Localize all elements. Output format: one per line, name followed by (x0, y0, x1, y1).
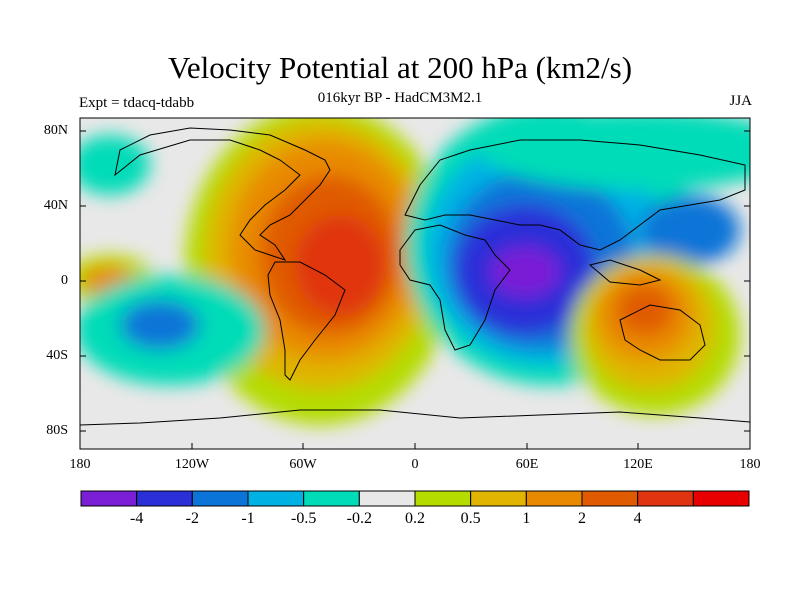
colorbar-swatch (247, 490, 305, 507)
latitude-ticks (80, 130, 750, 432)
lon-label-180e: 180 (739, 457, 761, 472)
colorbar-swatch (692, 490, 750, 507)
atlantic-positive-level-5 (295, 215, 385, 315)
south-america-outline (267, 261, 346, 381)
lon-label-0: 0 (411, 457, 419, 472)
colorbar-label: 1 (522, 510, 531, 527)
lat-label-equator: 0 (61, 273, 68, 288)
pacific-negative (640, 195, 740, 265)
season-label: JJA (729, 93, 752, 109)
coastlines (80, 127, 750, 426)
map-title: Velocity Potential at 200 hPa (km2/s) (167, 50, 633, 85)
lon-label-120w: 120W (174, 457, 210, 472)
australia-positive-level-4 (617, 285, 673, 335)
colorbar-label: 0.5 (460, 510, 481, 527)
lon-label-60e: 60E (515, 457, 539, 472)
lat-label-40s: 40S (46, 348, 68, 363)
eurasia-outline (404, 139, 746, 251)
colorbar-label: 0.2 (405, 510, 425, 527)
colorbar-swatch (581, 490, 639, 507)
experiment-label: Expt = tdacq-tdabb (79, 95, 195, 111)
colorbar-swatch (414, 490, 472, 507)
colorbar-swatch (637, 490, 694, 507)
antarctica-outline (80, 409, 750, 426)
colorbar-swatch (136, 490, 193, 507)
colorbar-label: -2 (185, 510, 199, 527)
map-subtitle: 016kyr BP - HadCM3M2.1 (317, 90, 483, 106)
colorbar-swatch (470, 490, 527, 507)
colorbar-label: -4 (129, 510, 144, 527)
colorbar-swatch (525, 490, 583, 507)
longitude-ticks (79, 443, 751, 449)
south-pacific-negative-core (120, 300, 200, 350)
lon-label-180w: 180 (69, 457, 91, 472)
lat-label-40n: 40N (43, 198, 68, 213)
colorbar-label: 2 (578, 510, 586, 527)
lon-label-120e: 120E (623, 457, 653, 472)
colorbar-swatch (191, 490, 249, 507)
colorbar (80, 490, 750, 507)
colorbar-swatch (303, 490, 360, 507)
australia-outline (619, 304, 706, 361)
colorbar-label: -0.2 (346, 510, 372, 527)
africa-outline (399, 224, 511, 351)
colorbar-swatch (80, 490, 138, 507)
asia-negative-level-5 (490, 247, 560, 297)
north-america-outline (114, 127, 331, 261)
north-pacific-negative (80, 135, 150, 195)
lat-label-80s: 80S (46, 423, 68, 438)
colorbar-swatch (358, 490, 416, 507)
colorbar-label: 4 (633, 510, 642, 527)
arctic-band (480, 118, 750, 190)
contour-field (80, 118, 750, 449)
colorbar-label: -1 (241, 510, 255, 527)
lat-label-80n: 80N (43, 123, 68, 138)
colorbar-label: -0.5 (290, 510, 317, 527)
maritime-continent-outline (588, 259, 662, 286)
lon-label-60w: 60W (289, 457, 317, 472)
